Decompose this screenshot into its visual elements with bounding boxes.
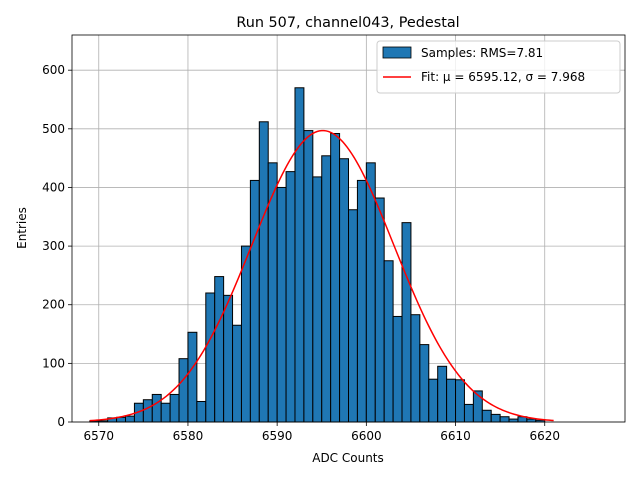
histogram-bar: [214, 276, 225, 423]
x-axis-label: ADC Counts: [312, 451, 384, 465]
histogram-bar: [526, 418, 537, 423]
legend-label-samples: Samples: RMS=7.81: [421, 46, 543, 60]
histogram-bar: [428, 378, 439, 423]
x-tick-label: 6590: [262, 429, 293, 443]
legend-swatch-samples: [382, 46, 412, 59]
histogram-bar: [401, 222, 412, 423]
x-tick-label: 6580: [173, 429, 204, 443]
y-axis-label: Entries: [15, 207, 29, 249]
legend-box: [376, 40, 621, 94]
histogram-bar: [151, 393, 162, 423]
histogram-bar: [348, 209, 358, 423]
x-axis-ticks: 6570 6580 6590 6600 6610 6620: [83, 422, 560, 443]
legend: Samples: RMS=7.81 Fit: μ = 6595.12, σ = …: [376, 40, 621, 94]
histogram-bar: [178, 358, 189, 423]
histogram-bar: [294, 87, 305, 423]
histogram-bar: [169, 393, 180, 423]
y-tick-label: 0: [57, 415, 65, 429]
y-tick-label: 200: [42, 298, 65, 312]
y-tick-label: 400: [42, 180, 65, 194]
x-tick-label: 6620: [529, 429, 560, 443]
histogram-bar: [240, 245, 251, 423]
legend-label-fit: Fit: μ = 6595.12, σ = 7.968: [421, 70, 585, 84]
histogram-bar: [499, 416, 510, 423]
histogram-bar: [455, 379, 465, 423]
histogram-bar: [187, 331, 198, 423]
histogram-bar: [481, 409, 492, 423]
histogram-bar: [249, 179, 260, 423]
histogram-bar: [232, 324, 242, 423]
histogram-bar: [463, 403, 474, 423]
histogram-bar: [285, 171, 296, 423]
histogram-bar: [410, 314, 421, 423]
histogram-bar: [205, 292, 216, 423]
histogram-bar: [303, 130, 314, 423]
y-tick-label: 600: [42, 63, 65, 77]
histogram-bar: [330, 133, 341, 423]
histogram-bar: [437, 365, 448, 423]
histogram-bar: [142, 399, 153, 423]
histogram-bar: [125, 415, 135, 423]
histogram-bar: [508, 418, 519, 423]
x-tick-label: 6570: [83, 429, 114, 443]
y-tick-label: 500: [42, 122, 65, 136]
y-axis-ticks: 0 100 200 300 400 500 600: [42, 63, 72, 429]
histogram-bar: [223, 294, 234, 423]
y-tick-label: 100: [42, 356, 65, 370]
x-tick-label: 6600: [351, 429, 382, 443]
histogram-bar: [374, 197, 385, 423]
chart-title: Run 507, channel043, Pedestal: [236, 15, 459, 31]
histogram-bar: [160, 402, 171, 423]
histogram-bar: [339, 158, 350, 423]
plot-frame: [71, 34, 626, 423]
histogram-bar: [276, 186, 287, 423]
histogram-bar: [321, 155, 332, 423]
histogram-bar: [419, 344, 430, 423]
histogram-bar: [446, 378, 457, 423]
histogram-bar: [490, 413, 501, 423]
histogram-bar: [392, 315, 403, 423]
histogram-bar: [196, 400, 207, 423]
histogram-bar: [312, 176, 323, 423]
y-tick-label: 300: [42, 239, 65, 253]
histogram-bars: [89, 87, 546, 423]
histogram-bar: [365, 162, 376, 423]
histogram-bar: [258, 121, 269, 423]
fit-curve: [89, 129, 554, 422]
x-tick-label: 6610: [440, 429, 471, 443]
histogram-bar: [356, 179, 367, 423]
histogram-bar: [383, 260, 394, 423]
